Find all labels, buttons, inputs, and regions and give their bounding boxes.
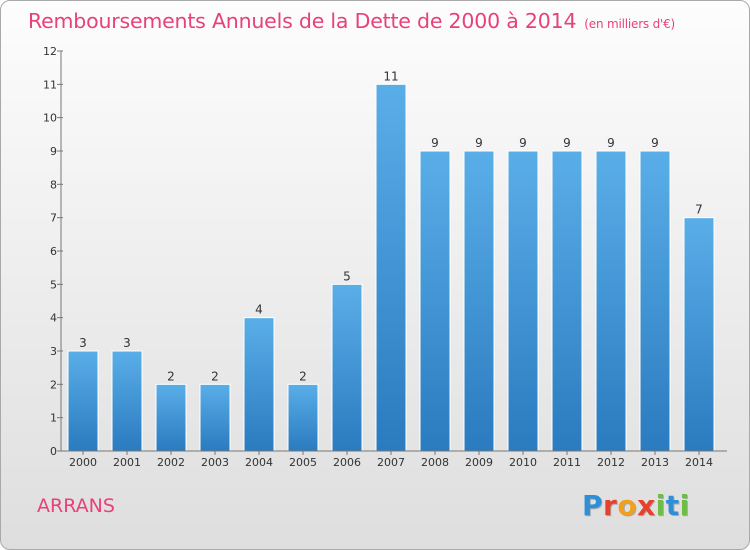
x-tick-label-2012: 2012 [597, 456, 625, 469]
y-tick-label: 0 [50, 445, 57, 458]
y-tick-label: 8 [50, 178, 57, 191]
logo-letter: i [679, 489, 690, 522]
data-label-2013: 9 [651, 136, 659, 150]
bar-2003[interactable] [199, 383, 231, 452]
data-label-2005: 2 [299, 369, 307, 383]
bar-2013[interactable] [639, 150, 671, 452]
data-label-2014: 7 [695, 203, 703, 217]
x-tick-label-2005: 2005 [289, 456, 317, 469]
data-label-2003: 2 [211, 369, 219, 383]
x-tick-label-2007: 2007 [377, 456, 405, 469]
data-label-2011: 9 [563, 136, 571, 150]
data-label-2006: 5 [343, 269, 351, 283]
data-label-2012: 9 [607, 136, 615, 150]
data-label-2001: 3 [123, 336, 131, 350]
data-label-2010: 9 [519, 136, 527, 150]
data-label-2008: 9 [431, 136, 439, 150]
bar-2012[interactable] [595, 150, 627, 452]
data-label-2000: 3 [79, 336, 87, 350]
bar-2007[interactable] [375, 83, 407, 452]
bar-2011[interactable] [551, 150, 583, 452]
x-tick-label-2011: 2011 [553, 456, 581, 469]
x-tick-label-2002: 2002 [157, 456, 185, 469]
logo-letter: x [637, 489, 656, 522]
data-label-2002: 2 [167, 369, 175, 383]
bar-2008[interactable] [419, 150, 451, 452]
y-tick-label: 11 [43, 78, 57, 91]
x-tick-label-2014: 2014 [685, 456, 713, 469]
data-label-2009: 9 [475, 136, 483, 150]
x-tick-label-2001: 2001 [113, 456, 141, 469]
data-label-2007: 11 [383, 69, 398, 83]
x-tick-label-2013: 2013 [641, 456, 669, 469]
y-tick-label: 6 [50, 245, 57, 258]
data-label-2004: 4 [255, 303, 263, 317]
bar-2006[interactable] [331, 283, 363, 452]
chart-title-text: Remboursements Annuels de la Dette de 20… [28, 9, 577, 33]
logo-letter: P [582, 489, 604, 522]
bar-2001[interactable] [111, 350, 143, 452]
x-tick-label-2010: 2010 [509, 456, 537, 469]
bar-2005[interactable] [287, 383, 319, 452]
y-tick-label: 2 [50, 378, 57, 391]
proxiti-logo[interactable]: Proxiti [582, 489, 690, 522]
y-tick-label: 7 [50, 212, 57, 225]
place-name: ARRANS [37, 495, 115, 517]
x-tick-label-2006: 2006 [333, 456, 361, 469]
y-tick-label: 9 [50, 145, 57, 158]
y-tick-label: 3 [50, 345, 57, 358]
x-tick-label-2003: 2003 [201, 456, 229, 469]
bars: 3 3 2 2 4 2 5 11 9 9 9 9 9 9 7 [67, 69, 715, 452]
x-tick-label-2008: 2008 [421, 456, 449, 469]
logo-letter: t [665, 489, 680, 522]
bar-2002[interactable] [155, 383, 187, 452]
y-tick-label: 5 [50, 278, 57, 291]
y-tick-label: 4 [50, 312, 57, 325]
chart-title: Remboursements Annuels de la Dette de 20… [28, 9, 675, 33]
chart-subtitle: (en milliers d'€) [584, 17, 676, 31]
x-tick-label-2004: 2004 [245, 456, 273, 469]
y-tick-label: 1 [50, 412, 57, 425]
x-tick-label-2000: 2000 [69, 456, 97, 469]
bar-2010[interactable] [507, 150, 539, 452]
bar-2009[interactable] [463, 150, 495, 452]
logo-letter: i [655, 489, 666, 522]
x-tick-label-2009: 2009 [465, 456, 493, 469]
y-tick-label: 12 [43, 45, 57, 58]
logo-letter: r [603, 489, 618, 522]
logo-letter: o [617, 489, 638, 522]
bar-2000[interactable] [67, 350, 99, 452]
x-axis: 2000 2001 2002 2003 2004 2005 2006 2007 2008 2009… [61, 450, 727, 469]
bar-2004[interactable] [243, 317, 275, 452]
y-tick-label: 10 [43, 112, 57, 125]
bar-2014[interactable] [683, 217, 715, 452]
